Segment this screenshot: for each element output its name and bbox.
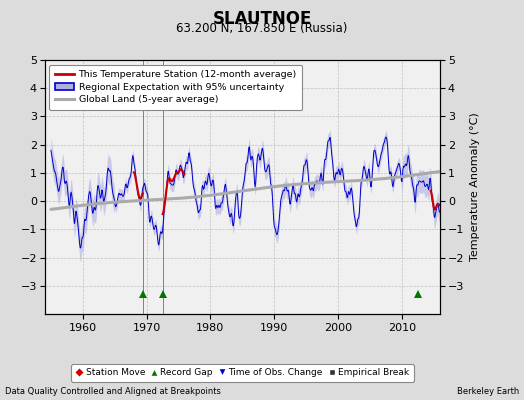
Text: Data Quality Controlled and Aligned at Breakpoints: Data Quality Controlled and Aligned at B…	[5, 387, 221, 396]
Text: SLAUTNOE: SLAUTNOE	[212, 10, 312, 28]
Legend: Station Move, Record Gap, Time of Obs. Change, Empirical Break: Station Move, Record Gap, Time of Obs. C…	[71, 364, 413, 382]
Y-axis label: Temperature Anomaly (°C): Temperature Anomaly (°C)	[470, 113, 480, 261]
Text: Berkeley Earth: Berkeley Earth	[456, 387, 519, 396]
Text: 63.200 N, 167.850 E (Russia): 63.200 N, 167.850 E (Russia)	[176, 22, 348, 35]
